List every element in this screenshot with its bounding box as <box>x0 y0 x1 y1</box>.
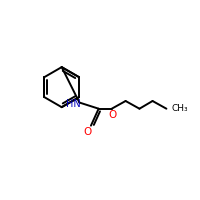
Text: O: O <box>83 127 91 137</box>
Text: O: O <box>108 110 117 120</box>
Text: CH₃: CH₃ <box>171 104 188 113</box>
Text: HN: HN <box>66 99 81 109</box>
